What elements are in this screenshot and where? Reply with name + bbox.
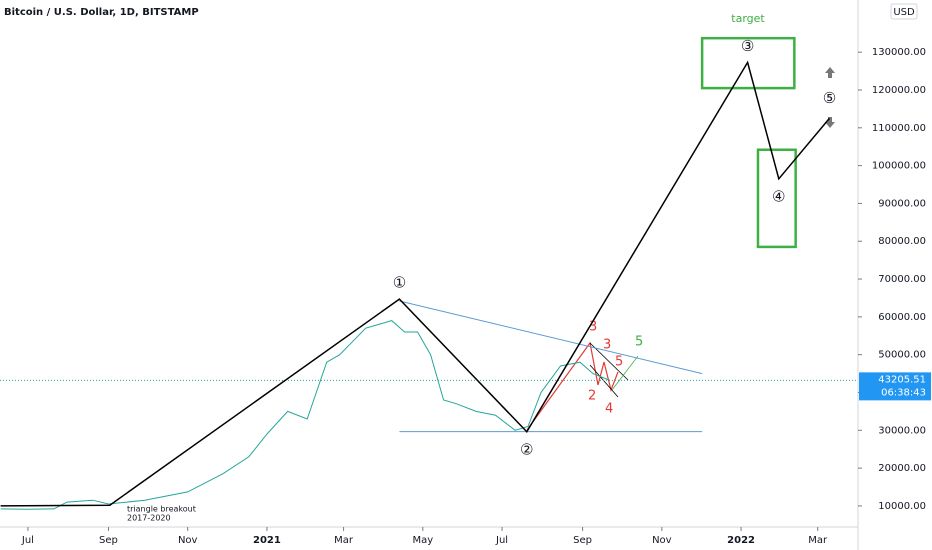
x-tick-label: Nov [178, 535, 198, 546]
countdown: 06:38:43 [881, 387, 926, 398]
target-label: target [731, 12, 765, 25]
y-tick-label: 60000.00 [878, 312, 926, 323]
wave-line [0, 60, 830, 507]
subwave-lines [526, 341, 639, 431]
last-price-label: 43205.51 [878, 374, 926, 385]
y-tick-label: 30000.00 [878, 425, 926, 436]
price-line [0, 320, 611, 510]
x-tick-label: Mar [808, 535, 828, 546]
wave-label: ⑤ [823, 89, 836, 107]
subwave-label: 4 [605, 402, 613, 417]
x-tick-label: 2022 [727, 535, 755, 546]
currency-badge[interactable] [890, 3, 918, 20]
x-tick-label: Jul [21, 535, 34, 546]
wave-label: ② [520, 440, 533, 458]
arrow-up [825, 67, 835, 78]
x-tick-label: Mar [334, 535, 354, 546]
wave-label: ① [393, 274, 406, 292]
y-tick-label: 80000.00 [878, 236, 926, 247]
wave-label: ③ [741, 37, 754, 55]
x-tick-label: Nov [652, 535, 672, 546]
x-tick-label: Sep [99, 535, 118, 546]
x-tick-label: Jul [495, 535, 508, 546]
subwave [526, 341, 619, 431]
last-price-badge [859, 372, 931, 401]
subwave-channel [589, 342, 629, 398]
chart-title: Bitcoin / U.S. Dollar, 1D, BITSTAMP [4, 7, 199, 18]
x-tick-label: Sep [573, 535, 592, 546]
annotation: 2017-2020 [127, 514, 171, 523]
y-tick-label: 120000.00 [872, 85, 926, 96]
subwave-label: 3 [603, 338, 611, 353]
subwave-label: 3 [589, 320, 597, 335]
y-tick-label: 70000.00 [878, 274, 926, 285]
currency: USD [893, 7, 915, 18]
y-tick-label: 100000.00 [872, 161, 926, 172]
wave-label: ④ [772, 187, 785, 205]
target-box [700, 36, 796, 90]
y-tick-label: 10000.00 [878, 501, 926, 512]
trendline [399, 300, 703, 375]
subwave-label: 5 [635, 335, 643, 350]
target-box [756, 148, 797, 249]
annotation: triangle breakout [127, 505, 196, 514]
y-tick-label: 110000.00 [872, 123, 926, 134]
y-tick-label: 130000.00 [872, 47, 926, 58]
x-tick-label: 2021 [253, 535, 281, 546]
y-tick-label: 50000.00 [878, 350, 926, 361]
x-tick-label: May [412, 535, 433, 546]
arrow-down [825, 117, 835, 128]
subwave-label: 2 [588, 389, 596, 404]
subwave-target [611, 355, 639, 391]
y-tick-label: 20000.00 [878, 463, 926, 474]
y-tick-label: 90000.00 [878, 198, 926, 209]
subwave-label: 5 [615, 355, 623, 370]
